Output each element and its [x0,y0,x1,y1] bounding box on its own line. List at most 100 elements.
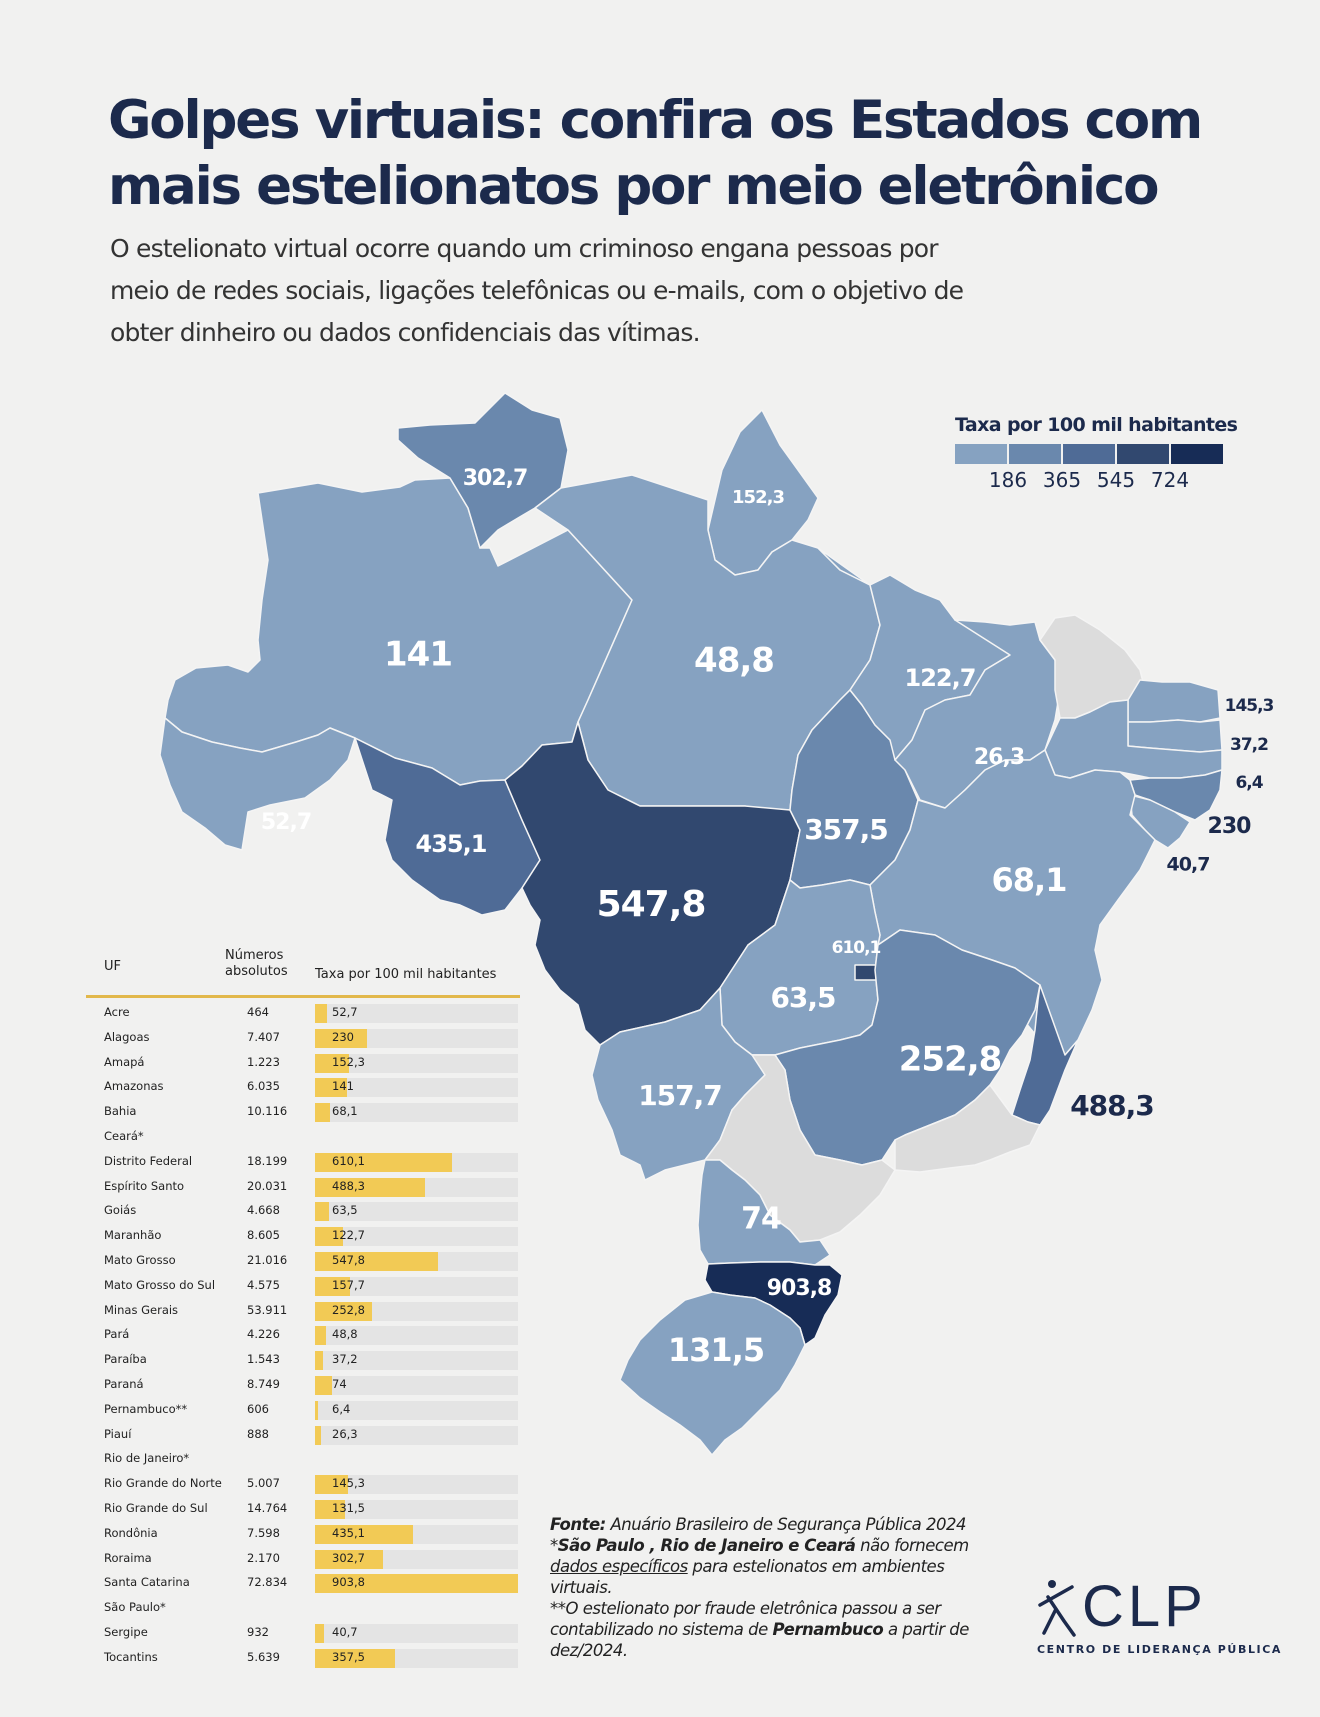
rate-bar-track: 6,4 [315,1400,518,1420]
table-row: Rio Grande do Norte 5.007 145,3 [86,1472,520,1497]
row-uf: Piauí [104,1426,132,1441]
row-uf: Rio de Janeiro* [104,1451,190,1466]
row-uf: Tocantins [104,1649,158,1664]
table-header: UF Números absolutos Taxa por 100 mil ha… [86,945,520,998]
table-row: Mato Grosso do Sul 4.575 157,7 [86,1274,520,1299]
map-label: 610,1 [832,938,881,958]
rate-label: 37,2 [332,1352,358,1367]
rate-bar-track: 68,1 [315,1103,518,1123]
header-abs-line-2: absolutos [225,964,288,979]
row-uf: Pernambuco** [104,1401,188,1416]
row-absolute: 72.834 [247,1575,288,1590]
row-uf: Acre [104,1005,130,1019]
rate-label: 68,1 [332,1104,358,1119]
rate-label: 131,5 [332,1500,365,1515]
rate-label: 6,4 [332,1401,351,1416]
note2-state: Pernambuco [772,1620,884,1639]
table-row: Tocantins 5.639 357,5 [86,1646,520,1671]
rate-label: 302,7 [332,1550,365,1565]
rate-label: 63,5 [332,1203,358,1218]
note2-line2b: a partir de [883,1620,969,1639]
map-label: 903,8 [767,1276,832,1301]
row-uf: Maranhão [104,1228,162,1243]
rate-bar [315,1251,439,1271]
rate-label: 488,3 [332,1178,365,1193]
state-rondonia [354,737,541,916]
row-absolute: 606 [247,1401,269,1416]
row-absolute: 6.035 [247,1079,280,1094]
row-uf: Mato Grosso [104,1252,176,1267]
rate-bar [315,1475,348,1495]
row-uf: Minas Gerais [104,1302,179,1317]
table-row: São Paulo* [86,1596,520,1621]
rate-bar [315,1425,321,1445]
table-row: Santa Catarina 72.834 903,8 [86,1571,520,1596]
rate-bar-track: 903,8 [315,1574,518,1594]
legend-title: Taxa por 100 mil habitantes [955,414,1238,436]
table-row: Paraíba 1.543 37,2 [86,1348,520,1373]
row-uf: São Paulo* [104,1600,166,1615]
row-absolute: 1.223 [247,1054,280,1069]
rate-label: 435,1 [332,1525,365,1540]
rate-bar-track: 122,7 [315,1227,518,1247]
rate-bar [315,1499,345,1519]
map-label: 157,7 [638,1079,722,1112]
legend-swatch-1 [955,444,1007,464]
table-row: Rio Grande do Sul 14.764 131,5 [86,1497,520,1522]
rate-bar [315,1177,425,1197]
map-label: 435,1 [416,830,487,858]
row-absolute: 14.764 [247,1500,288,1515]
rate-label: 145,3 [332,1476,365,1491]
row-absolute: 464 [247,1005,269,1019]
row-uf: Mato Grosso do Sul [104,1277,216,1292]
state-acre [159,717,356,851]
legend-tick: 545 [1096,468,1136,492]
rate-bar [315,1301,372,1321]
rate-bar [315,1152,453,1172]
row-absolute: 8.749 [247,1376,280,1391]
table-row: Sergipe 932 40,7 [86,1621,520,1646]
note1-link[interactable]: dados específicos [550,1557,688,1576]
note2-line2a: contabilizado no sistema de [550,1620,773,1639]
row-absolute: 10.116 [247,1104,288,1119]
table-row: Roraima 2.170 302,7 [86,1547,520,1572]
rate-bar-track: 74 [315,1375,518,1395]
legend-ticks: 186 365 545 724 [955,468,1225,496]
state-parana [697,1159,831,1266]
rate-bar [315,1202,330,1222]
rate-bar-track: 145,3 [315,1475,518,1495]
table-row: Mato Grosso 21.016 547,8 [86,1249,520,1274]
header-uf: UF [104,959,121,974]
title-line-2: mais estelionatos por meio eletrônico [108,156,1160,217]
legend-swatch-2 [1009,444,1061,464]
row-absolute: 7.407 [247,1029,280,1044]
row-absolute: 4.226 [247,1327,280,1342]
map-label: 48,8 [694,641,774,681]
row-uf: Paraná [104,1376,144,1391]
note1-rest: não fornecem [855,1536,969,1555]
state-rio-de-janeiro [894,1084,1041,1173]
map-label: 63,5 [770,981,835,1014]
rate-bar [315,1351,324,1371]
row-uf: Amazonas [104,1079,164,1094]
map-label: 141 [384,635,452,675]
row-absolute: 8.605 [247,1228,280,1243]
rate-bar [315,1103,331,1123]
rate-label: 52,7 [332,1005,358,1019]
rate-label: 157,7 [332,1277,365,1292]
map-label: 6,4 [1235,773,1263,793]
header-rate: Taxa por 100 mil habitantes [315,967,497,982]
row-absolute: 4.575 [247,1277,280,1292]
row-absolute: 18.199 [247,1153,288,1168]
source-notes: Fonte: Anuário Brasileiro de Segurança P… [550,1514,1000,1661]
legend-tick: 724 [1150,468,1190,492]
state-rio-grande-do-sul [619,1291,806,1456]
rate-bar [315,1623,325,1643]
rate-bar-track: 141 [315,1078,518,1098]
row-uf: Bahia [104,1104,137,1119]
row-absolute: 53.911 [247,1302,288,1317]
legend-swatch-4 [1117,444,1169,464]
note2-line3: dez/2024. [550,1641,628,1660]
row-uf: Alagoas [104,1029,150,1044]
